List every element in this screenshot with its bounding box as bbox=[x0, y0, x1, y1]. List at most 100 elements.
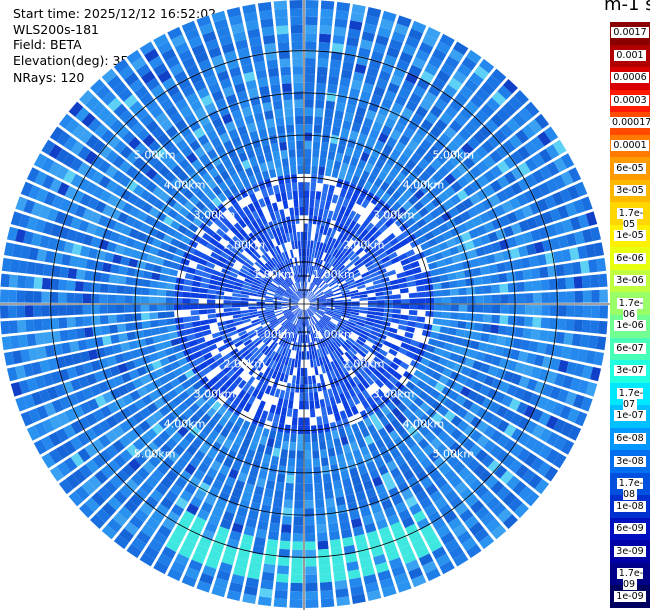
ray-bin bbox=[49, 466, 64, 482]
ray-bin bbox=[327, 84, 338, 94]
ray-bin bbox=[375, 483, 387, 495]
ray-bin bbox=[330, 370, 337, 380]
ray-bin bbox=[275, 17, 289, 27]
ray-bin bbox=[491, 284, 501, 294]
ray-bin bbox=[269, 211, 277, 221]
ray-bin bbox=[277, 557, 290, 567]
ray-bin bbox=[277, 273, 285, 281]
ray-bin bbox=[339, 520, 351, 531]
ray-bin bbox=[305, 33, 317, 42]
ray-bin bbox=[221, 113, 233, 125]
ray-bin bbox=[327, 236, 334, 246]
ray-bin bbox=[324, 290, 333, 295]
ray-bin bbox=[125, 416, 138, 429]
ray-bin bbox=[84, 166, 98, 180]
ray-bin bbox=[266, 349, 274, 358]
ray-bin bbox=[378, 224, 389, 234]
ray-bin bbox=[217, 405, 227, 416]
ray-bin bbox=[174, 213, 185, 224]
ray-bin bbox=[320, 283, 328, 290]
ray-bin bbox=[183, 177, 195, 188]
ray-bin bbox=[590, 226, 602, 242]
ray-bin bbox=[77, 448, 91, 463]
ray-bin bbox=[87, 247, 99, 259]
ray-bin bbox=[523, 405, 536, 419]
ray-bin bbox=[196, 165, 208, 177]
ray-bin bbox=[119, 449, 133, 463]
ray bbox=[304, 0, 319, 299]
ray-bin bbox=[201, 172, 213, 184]
ray-bin bbox=[92, 139, 106, 154]
ray-bin bbox=[381, 585, 397, 598]
ray-bin bbox=[77, 177, 91, 192]
ray-bin bbox=[41, 174, 55, 190]
ray-bin bbox=[206, 467, 218, 479]
ray-bin bbox=[553, 157, 567, 173]
ray-bin bbox=[522, 231, 534, 244]
ray-bin bbox=[430, 354, 441, 364]
ray-bin bbox=[91, 170, 104, 185]
ray-bin bbox=[222, 352, 232, 361]
ray-bin bbox=[161, 48, 177, 62]
ray-bin bbox=[243, 12, 258, 23]
unit-label: m-1 sr-1 bbox=[604, 0, 650, 15]
ray-bin bbox=[257, 330, 266, 337]
ray-bin bbox=[227, 195, 238, 206]
ray-bin bbox=[41, 418, 55, 434]
ray-bin bbox=[323, 327, 331, 335]
ray-bin bbox=[129, 78, 144, 93]
ray-bin bbox=[341, 289, 350, 294]
ray-bin bbox=[290, 433, 297, 443]
ray-bin bbox=[244, 324, 254, 330]
ray-bin bbox=[272, 447, 281, 457]
ray-bin bbox=[416, 470, 429, 483]
ray-bin bbox=[177, 425, 189, 438]
ray-bin bbox=[314, 199, 320, 209]
ray-bin bbox=[355, 106, 367, 117]
ray-bin bbox=[250, 287, 259, 292]
ray-bin bbox=[557, 205, 570, 220]
ray-bin bbox=[82, 234, 94, 246]
ray-bin bbox=[87, 197, 100, 210]
ray-bin bbox=[297, 359, 301, 368]
ray-bin bbox=[201, 391, 212, 402]
ray-bin bbox=[265, 307, 274, 310]
ray-bin bbox=[291, 425, 298, 434]
ray-bin bbox=[201, 324, 211, 331]
ray-bin bbox=[330, 331, 338, 340]
ray-bin bbox=[77, 339, 88, 351]
ray-bin bbox=[351, 304, 360, 307]
ray-bin bbox=[119, 420, 132, 434]
ray-bin bbox=[409, 298, 418, 304]
ray-bin bbox=[451, 344, 462, 354]
ray-bin bbox=[313, 332, 318, 342]
ray-bin bbox=[286, 466, 295, 476]
ray-bin bbox=[98, 160, 111, 174]
ray-bin bbox=[585, 350, 596, 365]
ray-bin bbox=[400, 304, 410, 310]
ray-bin bbox=[428, 145, 441, 158]
ray-bin bbox=[431, 48, 447, 62]
ray-bin bbox=[276, 325, 284, 333]
ray-bin bbox=[308, 265, 312, 274]
ray-bin bbox=[290, 306, 299, 311]
ray-bin bbox=[444, 489, 458, 503]
ray bbox=[167, 309, 302, 582]
ray-bin bbox=[165, 125, 179, 138]
ray-bin bbox=[165, 311, 175, 318]
ray-bin bbox=[273, 300, 282, 303]
ray-bin bbox=[98, 434, 111, 448]
ray-bin bbox=[140, 70, 156, 85]
ray-bin bbox=[266, 59, 279, 69]
ray-bin bbox=[452, 134, 466, 147]
ray-bin bbox=[363, 180, 373, 191]
ray-bin bbox=[476, 372, 488, 384]
ray-bin bbox=[326, 304, 335, 306]
ray-bin bbox=[97, 486, 112, 501]
ray-bin bbox=[369, 413, 379, 424]
ray-bin bbox=[75, 107, 90, 123]
ray-bin bbox=[404, 331, 414, 339]
ray-bin bbox=[174, 384, 185, 395]
ray bbox=[307, 308, 507, 540]
ray-bin bbox=[199, 23, 214, 36]
